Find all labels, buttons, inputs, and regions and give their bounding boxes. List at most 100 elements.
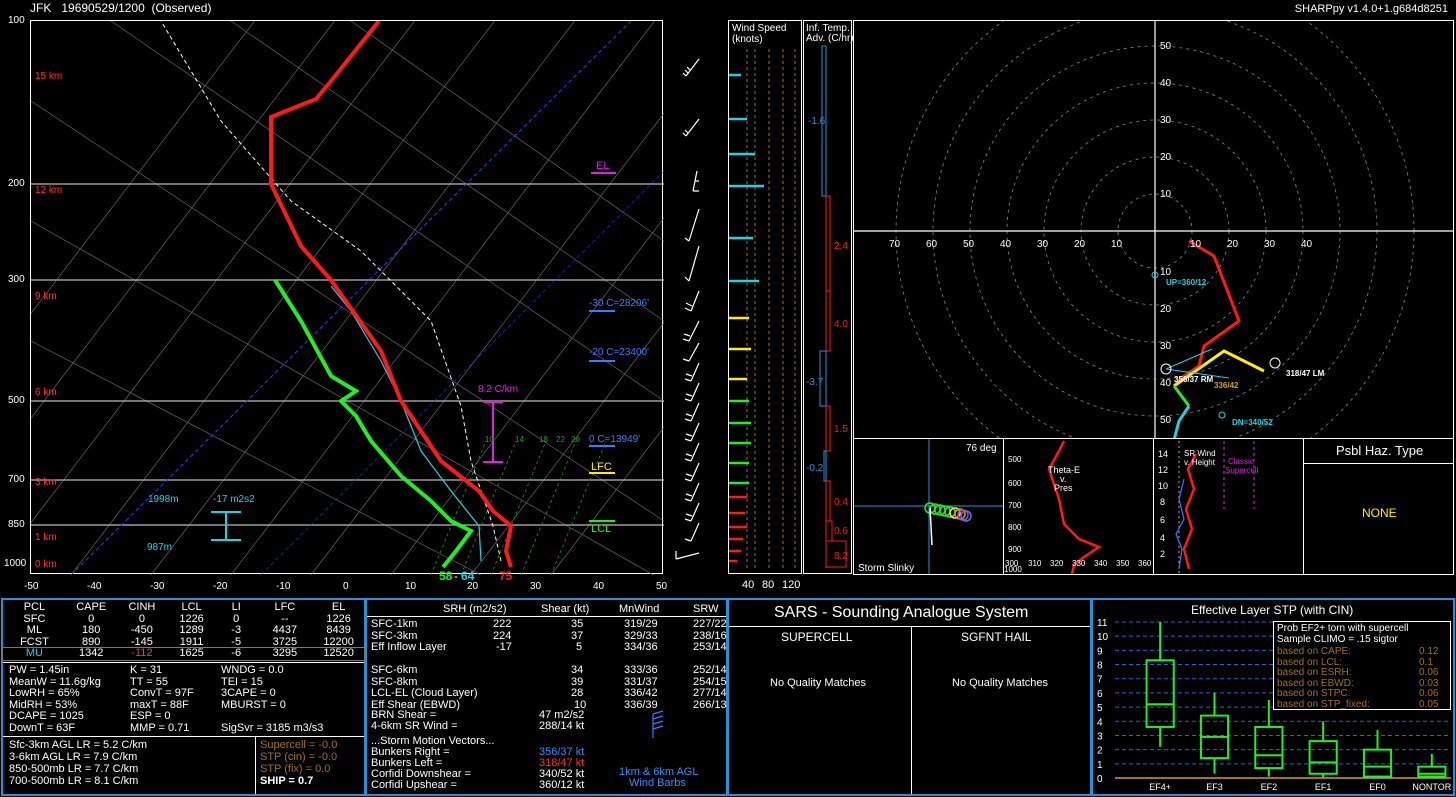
agl-barbs-label2: Wind Barbs xyxy=(629,777,686,789)
kin-cell: 227/22 xyxy=(693,618,727,630)
parcel-cell: 180 xyxy=(82,624,101,636)
kin-cell: 336/39 xyxy=(624,698,658,711)
hodo-ring-label: 30 xyxy=(1160,341,1172,352)
kin-cell: 277/14 xyxy=(693,687,727,699)
parcel-row[interactable]: FCST 890 -145 1911 -5 3725 12200 xyxy=(3,635,364,649)
temp-adv-value: 1.5 xyxy=(834,424,848,435)
parcel-cell: 1226 xyxy=(326,612,351,625)
stp-legend-value: 0.06 xyxy=(1419,688,1439,699)
kin-row[interactable]: SFC-8km 39 331/37 254/15 xyxy=(371,675,727,688)
pressure-label: 700 xyxy=(8,474,25,485)
parcel-row[interactable]: ML 180 -450 1289 -3 4437 8439 xyxy=(3,624,364,637)
stp-legend-label: based on STPC: xyxy=(1277,688,1351,699)
sars-supercell-title: SUPERCELL xyxy=(781,630,853,644)
skewt-panel[interactable]: 15 km 12 km 9 km 6 km 3 km 1 km 0 km EL … xyxy=(30,20,700,583)
version-label: SHARPpy v1.4.0+1.g684d8251 xyxy=(1294,3,1448,15)
theta-e-pres: Pres xyxy=(1054,483,1073,493)
sars-hail-result: No Quality Matches xyxy=(952,677,1048,689)
kin-cell: 319/29 xyxy=(624,618,658,630)
index-value: SigSvr = 3185 m3/s3 xyxy=(221,721,324,734)
pressure-label: 200 xyxy=(8,178,25,189)
kin-cell: 28 xyxy=(571,687,584,699)
kin-cell: 5 xyxy=(576,641,583,653)
srwind-height-label: 12 xyxy=(1158,465,1169,475)
hodo-ring-label: 10 xyxy=(1190,239,1202,250)
wind-speed-panel: Wind Speed (knots) xyxy=(728,20,802,574)
pressure-label: 300 xyxy=(8,274,25,285)
theta-e-t-label: 360 xyxy=(1138,559,1152,568)
srwind-height-label: 4 xyxy=(1160,533,1166,543)
index-value: 3CAPE = 0 xyxy=(221,687,276,699)
stp-title: Effective Layer STP (with CIN) xyxy=(1191,603,1354,617)
pressure-label: 500 xyxy=(8,395,25,406)
stp-y-label: 2 xyxy=(1097,746,1103,757)
stp-y-label: 7 xyxy=(1097,675,1103,686)
kin-row[interactable]: SFC-3km 224 37 329/33 238/16 xyxy=(371,629,727,642)
kin-cell: 331/37 xyxy=(624,675,658,688)
parcel-row-selected[interactable]: MU 1342 -112 1625 -6 3295 12520 xyxy=(2,647,365,661)
stp-y-label: 8 xyxy=(1097,661,1103,672)
kin-row[interactable]: Eff Shear (EBWD) 10 336/39 266/13 xyxy=(371,698,727,711)
stp-box xyxy=(1362,748,1393,778)
parcel-header: LCL xyxy=(181,601,202,613)
stp-y-label: 10 xyxy=(1097,632,1109,643)
kin-row-spacer xyxy=(371,653,726,665)
temp-adv-value: 4.0 xyxy=(834,319,848,330)
indices-col2: K = 31 TT = 55 ConvT = 97F maxT = 88F ES… xyxy=(130,664,194,734)
indices-col3: WNDG = 0.0 TEI = 15 3CAPE = 0 MBURST = 0… xyxy=(221,664,324,734)
mixing-ratio-label: 26 xyxy=(571,435,580,444)
mean-wind-label: 336/42 xyxy=(1214,381,1239,390)
lm-label: 318/47 LM xyxy=(1286,369,1325,378)
kin-cell: 329/33 xyxy=(624,629,658,642)
parcel-cell: FCST xyxy=(20,635,49,648)
lapse-rates: Sfc-3km AGL LR = 5.2 C/km 3-6km AGL LR =… xyxy=(9,739,147,787)
lapse-rate-value: 3-6km AGL LR = 7.9 C/km xyxy=(9,751,138,763)
temp-axis-label: -30 xyxy=(150,581,165,592)
srwind-supercell: Supercell xyxy=(1225,466,1259,475)
parcel-cell: SFC xyxy=(23,612,46,625)
kin-cell: SFC-3km xyxy=(371,629,418,642)
kin-header: MnWind xyxy=(619,603,660,615)
theta-e-p-label: 800 xyxy=(1008,523,1022,532)
parcel-row[interactable]: SFC 0 0 1226 0 -- 1226 xyxy=(3,612,364,626)
kin-cell: 266/13 xyxy=(693,698,727,711)
theta-e-p-label: 500 xyxy=(1008,455,1022,464)
kin-row[interactable]: SFC-6km 34 333/36 252/14 xyxy=(371,664,727,676)
index-value: DCAPE = 1025 xyxy=(9,710,84,722)
sr46-value: 288/14 kt xyxy=(539,720,585,732)
parcel-cell: 1625 xyxy=(179,647,204,659)
srwind-height-label: 10 xyxy=(1158,481,1169,491)
kin-header: SRW xyxy=(693,603,719,615)
composite-divider xyxy=(255,736,256,794)
kin-cell: 224 xyxy=(493,629,512,642)
sr-wind-plot xyxy=(1175,441,1255,574)
index-value: WNDG = 0.0 xyxy=(221,664,284,676)
corfidi-up-label: Corfidi Upshear = xyxy=(371,779,457,791)
kin-cell: 10 xyxy=(574,698,587,711)
temp-axis-label: 20 xyxy=(467,581,479,592)
hodograph-panel[interactable]: 50 40 30 20 10 70 60 50 40 30 20 10 10 2… xyxy=(853,20,1454,439)
parcel-header: LI xyxy=(231,601,241,613)
temp-axis-label: 50 xyxy=(656,581,668,592)
bunkers-left-value: 318/47 kt xyxy=(539,757,585,769)
kin-header: Shear (kt) xyxy=(541,603,590,615)
storm-slinky-panel: 76 deg Storm Slinky xyxy=(853,438,1004,575)
hazard-value: NONE xyxy=(1362,506,1397,520)
kin-row[interactable]: LCL-EL (Cloud Layer) 28 336/42 277/14 xyxy=(371,687,727,699)
kin-row[interactable]: Eff Inflow Layer -17 5 334/36 253/14 xyxy=(371,641,727,653)
composite-value: STP (cin) = -0.0 xyxy=(260,751,338,763)
parcel-cell: 12200 xyxy=(323,635,354,648)
theta-e-t-label: 330 xyxy=(1072,559,1086,568)
kin-row[interactable]: SFC-1km 222 35 319/29 227/22 xyxy=(371,618,727,630)
lapse-rate-value: 850-500mb LR = 7.7 C/km xyxy=(9,763,139,775)
sr-wind-panel: SR Wind v. Height Classic Supercell 14 1… xyxy=(1153,438,1304,575)
wind-speed-units: (knots) xyxy=(732,34,763,45)
theta-e-t-label: 350 xyxy=(1116,559,1130,568)
sars-panel: SARS - Sounding Analogue System SUPERCEL… xyxy=(727,598,1092,796)
storm-slinky-plot xyxy=(854,439,1003,574)
stp-category-label: EF2 xyxy=(1261,782,1278,792)
srh-value-label: -17 m2s2 xyxy=(213,494,255,505)
sounding-datetime: 19690529/1200 xyxy=(61,1,145,15)
wind-speed-axis-label: 120 xyxy=(782,579,801,591)
srh-top-label: 1998m xyxy=(148,494,179,505)
